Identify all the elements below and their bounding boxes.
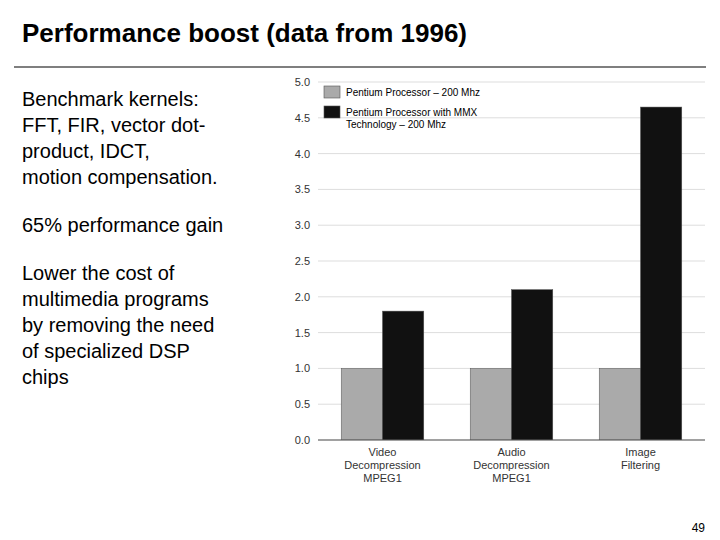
y-tick-label: 3.5 [295, 183, 310, 195]
x-tick-label: VideoDecompressionMPEG1 [344, 446, 420, 484]
y-tick-label: 0.0 [295, 434, 310, 446]
chart: Performance boost (data from 1996) Benchm… [0, 0, 720, 540]
bar [470, 368, 511, 440]
text-line: Pentium Processor – 200 Mhz [346, 87, 480, 98]
title-rule [14, 66, 706, 68]
annotation: Benchmark kernels: FFT, FIR, vector dot-p… [22, 88, 218, 188]
y-tick-label: 0.5 [295, 398, 310, 410]
legend-swatch [324, 86, 340, 98]
grid-line [318, 440, 705, 441]
bar [383, 311, 424, 440]
text-line: Decompression [344, 459, 420, 471]
text-line: Filtering [621, 459, 660, 471]
legend: Pentium Processor – 200 Mhz Pentium Proce… [324, 86, 480, 130]
bar [341, 368, 382, 440]
x-axis-line [318, 440, 705, 441]
y-tick-label: 4.0 [295, 148, 310, 160]
y-tick-label: 1.5 [295, 327, 310, 339]
text-line: Technology – 200 Mhz [346, 119, 446, 130]
annotation: Lower the cost of multimedia programs by r… [22, 262, 214, 388]
page-number: 49 [692, 521, 706, 535]
background [0, 0, 720, 540]
text-line: by removing the need [22, 314, 214, 336]
y-tick-label: 4.5 [295, 112, 310, 124]
text-line: Benchmark kernels: [22, 88, 199, 110]
text-line: MPEG1 [492, 472, 531, 484]
text-line: Video [369, 446, 397, 458]
text-line: of specialized DSP [22, 340, 190, 362]
annotation: 65% performance gain [22, 214, 223, 236]
text-line: Lower the cost of [22, 262, 175, 284]
x-tick-label: ImageFiltering [621, 446, 660, 471]
text-line: Image [625, 446, 656, 458]
legend-swatch [324, 106, 340, 118]
legend-label: Pentium Processor with MMXTechnology – 2… [346, 107, 477, 130]
text-line: 65% performance gain [22, 214, 223, 236]
text-line: chips [22, 366, 69, 388]
text-line: motion compensation. [22, 166, 218, 188]
y-tick-label: 2.5 [295, 255, 310, 267]
bar [641, 107, 682, 440]
bars [341, 107, 682, 440]
y-tick-label: 3.0 [295, 219, 310, 231]
y-tick-label: 1.0 [295, 362, 310, 374]
x-tick-label: AudioDecompressionMPEG1 [473, 446, 549, 484]
text-line: FFT, FIR, vector dot- [22, 114, 205, 136]
text-line: Decompression [473, 459, 549, 471]
text-line: product, IDCT, [22, 140, 150, 162]
grid [318, 82, 705, 440]
bar [599, 368, 640, 440]
grid-line [318, 82, 705, 83]
bar [512, 290, 553, 440]
title: Performance boost (data from 1996) [22, 18, 467, 48]
text-line: Audio [497, 446, 525, 458]
y-tick-label: 2.0 [295, 291, 310, 303]
text-line: Pentium Processor with MMX [346, 107, 477, 118]
legend-label: Pentium Processor – 200 Mhz [346, 87, 480, 98]
text-line: multimedia programs [22, 288, 209, 310]
y-tick-label: 5.0 [295, 76, 310, 88]
text-line: MPEG1 [363, 472, 402, 484]
